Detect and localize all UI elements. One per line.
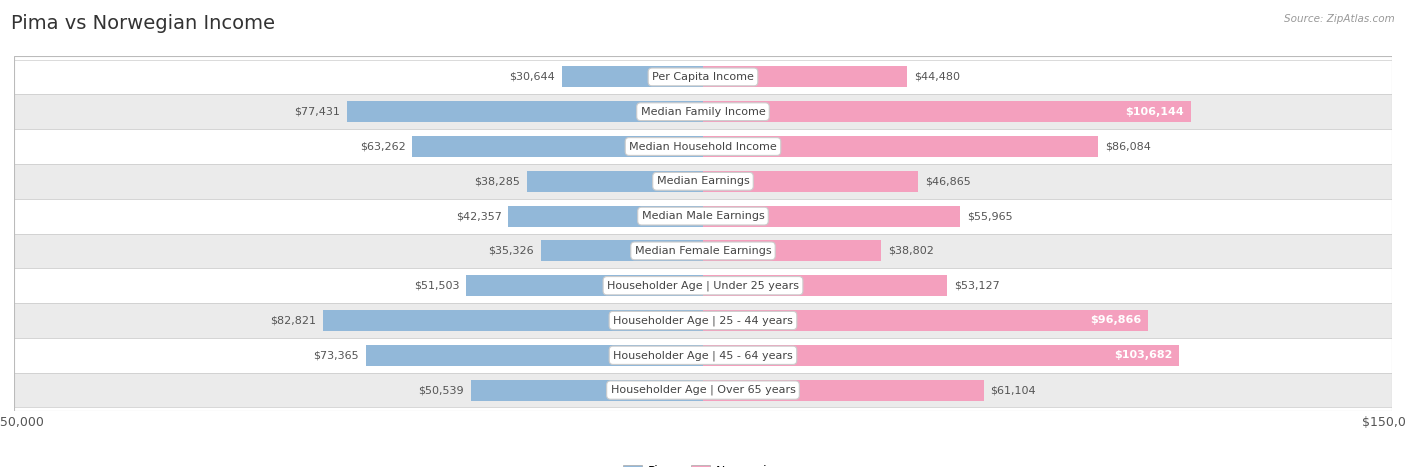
- Text: $51,503: $51,503: [413, 281, 460, 290]
- Text: $61,104: $61,104: [991, 385, 1036, 395]
- Text: $35,326: $35,326: [488, 246, 534, 256]
- Bar: [14, 269, 1392, 303]
- Bar: [14, 164, 1392, 198]
- Bar: [703, 66, 907, 87]
- Bar: [703, 241, 882, 262]
- Text: Median Family Income: Median Family Income: [641, 107, 765, 117]
- Text: Median Earnings: Median Earnings: [657, 177, 749, 186]
- Bar: [703, 345, 1180, 366]
- Text: $30,644: $30,644: [509, 72, 555, 82]
- Bar: [471, 380, 703, 401]
- Bar: [14, 129, 1392, 164]
- Bar: [703, 101, 1191, 122]
- Text: Householder Age | Over 65 years: Householder Age | Over 65 years: [610, 385, 796, 396]
- Bar: [703, 310, 1147, 331]
- Bar: [14, 234, 1392, 269]
- Bar: [527, 171, 703, 192]
- Text: Householder Age | Under 25 years: Householder Age | Under 25 years: [607, 281, 799, 291]
- Text: Median Male Earnings: Median Male Earnings: [641, 211, 765, 221]
- Bar: [14, 303, 1392, 338]
- Bar: [703, 171, 918, 192]
- Text: Median Female Earnings: Median Female Earnings: [634, 246, 772, 256]
- Bar: [412, 136, 703, 157]
- Text: $55,965: $55,965: [967, 211, 1012, 221]
- Text: Householder Age | 25 - 44 years: Householder Age | 25 - 44 years: [613, 315, 793, 326]
- Text: $38,802: $38,802: [889, 246, 934, 256]
- Text: Per Capita Income: Per Capita Income: [652, 72, 754, 82]
- Text: Source: ZipAtlas.com: Source: ZipAtlas.com: [1284, 14, 1395, 24]
- Bar: [322, 310, 703, 331]
- Bar: [703, 275, 948, 296]
- Bar: [541, 241, 703, 262]
- Text: $50,539: $50,539: [419, 385, 464, 395]
- Bar: [703, 205, 960, 226]
- Bar: [467, 275, 703, 296]
- Text: $77,431: $77,431: [295, 107, 340, 117]
- Legend: Pima, Norwegian: Pima, Norwegian: [617, 460, 789, 467]
- Text: $96,866: $96,866: [1090, 316, 1142, 325]
- Bar: [366, 345, 703, 366]
- Text: $106,144: $106,144: [1125, 107, 1184, 117]
- Bar: [14, 94, 1392, 129]
- Bar: [14, 198, 1392, 234]
- Text: $82,821: $82,821: [270, 316, 316, 325]
- Bar: [703, 380, 984, 401]
- Bar: [14, 56, 1392, 411]
- Bar: [14, 373, 1392, 408]
- Text: Median Household Income: Median Household Income: [628, 142, 778, 151]
- Bar: [562, 66, 703, 87]
- Bar: [347, 101, 703, 122]
- Text: Householder Age | 45 - 64 years: Householder Age | 45 - 64 years: [613, 350, 793, 361]
- Text: $86,084: $86,084: [1105, 142, 1152, 151]
- Text: $73,365: $73,365: [314, 350, 359, 360]
- Text: $44,480: $44,480: [914, 72, 960, 82]
- Text: Pima vs Norwegian Income: Pima vs Norwegian Income: [11, 14, 276, 33]
- Text: $103,682: $103,682: [1114, 350, 1173, 360]
- Bar: [509, 205, 703, 226]
- Bar: [14, 59, 1392, 94]
- Bar: [703, 136, 1098, 157]
- Text: $38,285: $38,285: [474, 177, 520, 186]
- Text: $53,127: $53,127: [953, 281, 1000, 290]
- Bar: [14, 338, 1392, 373]
- Text: $46,865: $46,865: [925, 177, 972, 186]
- Text: $63,262: $63,262: [360, 142, 405, 151]
- Text: $42,357: $42,357: [456, 211, 502, 221]
